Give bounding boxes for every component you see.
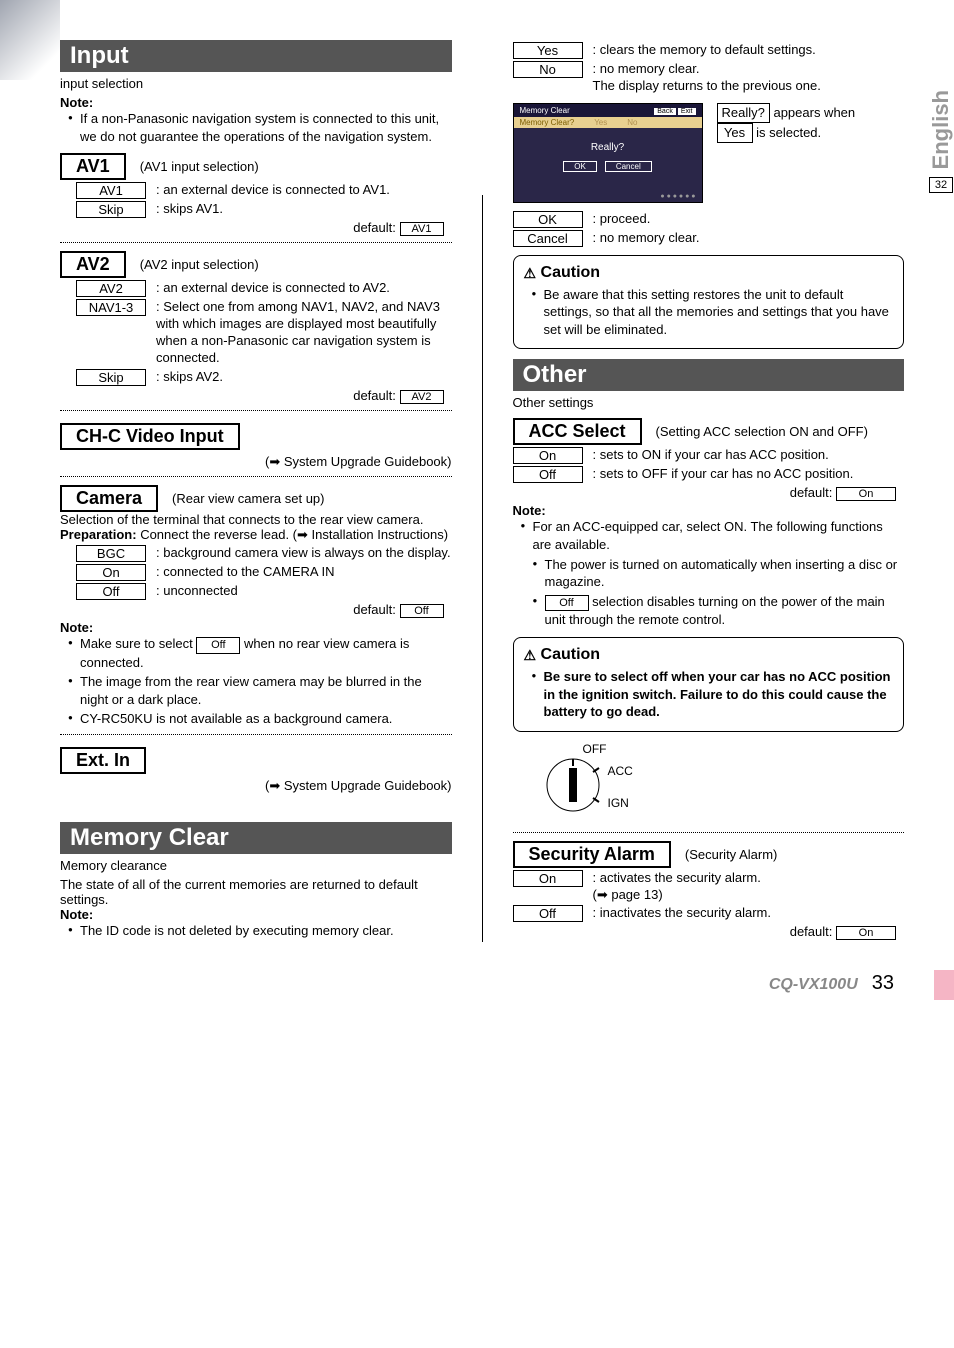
acc-opt-off: Off [513,466,583,483]
acc-note-1: For an ACC-equipped car, select ON. The … [521,518,905,553]
camera-desc: (Rear view camera set up) [172,491,451,506]
ignition-icon [543,750,603,820]
divider [60,410,452,411]
av1-opt-av1: AV1 [76,182,146,199]
camera-note-1: Make sure to select Off when no rear vie… [68,635,452,671]
divider [513,832,905,833]
camera-header: Camera [60,485,158,512]
av2-opt-av2-text: : an external device is connected to AV2… [156,280,452,297]
camera-note-label: Note: [60,620,452,635]
av1-opt-skip-text: : skips AV1. [156,201,452,218]
chc-ref: (➡ System Upgrade Guidebook) [60,454,452,470]
extin-header: Ext. In [60,747,146,774]
memclear-screenshot: Memory Clear BackExit Memory Clear? Yes … [513,103,703,203]
page-footer: CQ-VX100U 33 [60,972,904,995]
memclear-opt-ok-text: : proceed. [593,211,905,228]
column-separator [482,195,483,942]
ignition-diagram: OFF ACC IGN [543,742,663,822]
acc-header: ACC Select [513,418,642,445]
memclear-screen-caption: Really? appears when Yes is selected. [717,103,905,143]
av2-opt-nav-text: : Select one from among NAV1, NAV2, and … [156,299,452,367]
security-opt-off: Off [513,905,583,922]
camera-opt-on: On [76,564,146,581]
av2-opt-skip-text: : skips AV2. [156,369,452,386]
av2-header: AV2 [60,251,126,278]
av1-header: AV1 [60,153,126,180]
camera-default: default: Off [60,602,444,618]
left-column: Input input selection Note: If a non-Pan… [60,40,452,942]
memclear-opt-cancel: Cancel [513,230,583,247]
memclear-caution-text: Be aware that this setting restores the … [532,286,894,339]
camera-opt-off-text: : unconnected [156,583,452,600]
memclear-note-1: The ID code is not deleted by executing … [68,922,452,940]
input-subtitle: input selection [60,76,452,91]
memclear-opt-no: No [513,61,583,78]
input-note-label: Note: [60,95,452,110]
right-column: Yes : clears the memory to default setti… [513,40,905,942]
divider [60,242,452,243]
other-subtitle: Other settings [513,395,905,410]
camera-intro: Selection of the terminal that connects … [60,512,452,527]
av2-opt-skip: Skip [76,369,146,386]
camera-opt-on-text: : connected to the CAMERA IN [156,564,452,581]
memclear-caution: ⚠ Caution Be aware that this setting res… [513,255,905,350]
extin-ref: (➡ System Upgrade Guidebook) [60,778,452,794]
chc-header: CH-C Video Input [60,423,240,450]
footer-page: 33 [872,972,894,995]
warning-icon: ⚠ [524,265,537,282]
camera-note-3: CY-RC50KU is not available as a backgrou… [68,710,452,728]
av1-opt-av1-text: : an external device is connected to AV1… [156,182,452,199]
memclear-note-label: Note: [60,907,452,922]
acc-opt-off-text: : sets to OFF if your car has no ACC pos… [593,466,905,483]
memclear-opt-yes: Yes [513,42,583,59]
acc-note-3: Off selection disables turning on the po… [533,593,905,629]
av1-default: default: AV1 [60,220,444,236]
memclear-intro: The state of all of the current memories… [60,877,452,907]
input-note-1: If a non-Panasonic navigation system is … [68,110,452,145]
av2-opt-nav: NAV1-3 [76,299,146,316]
acc-caution-text: Be sure to select off when your car has … [532,668,894,721]
acc-opt-on-text: : sets to ON if your car has ACC positio… [593,447,905,464]
security-default: default: On [513,924,897,940]
section-input-header: Input [60,40,452,72]
memclear-opt-no-text: : no memory clear. The display returns t… [593,61,905,95]
camera-opt-bgc-text: : background camera view is always on th… [156,545,452,562]
av2-default: default: AV2 [60,388,444,404]
acc-note-2: The power is turned on automatically whe… [533,556,905,591]
memclear-subtitle: Memory clearance [60,858,452,873]
acc-desc: (Setting ACC selection ON and OFF) [656,424,904,439]
camera-opt-bgc: BGC [76,545,146,562]
security-opt-on: On [513,870,583,887]
footer-model: CQ-VX100U [769,976,858,994]
camera-note-2: The image from the rear view camera may … [68,673,452,708]
divider [60,734,452,735]
section-memclear-header: Memory Clear [60,822,452,854]
acc-note-label: Note: [513,503,905,518]
av1-desc: (AV1 input selection) [140,159,452,174]
acc-default: default: On [513,485,897,501]
camera-prep: Preparation: Connect the reverse lead. (… [60,527,452,543]
memclear-opt-ok: OK [513,211,583,228]
security-desc: (Security Alarm) [685,847,904,862]
av2-desc: (AV2 input selection) [140,257,452,272]
divider [60,476,452,477]
security-opt-off-text: : inactivates the security alarm. [593,905,905,922]
camera-opt-off: Off [76,583,146,600]
section-other-header: Other [513,359,905,391]
warning-icon: ⚠ [524,647,537,664]
memclear-opt-cancel-text: : no memory clear. [593,230,905,247]
security-opt-on-text: : activates the security alarm. (➡ page … [593,870,905,904]
acc-caution: ⚠ Caution Be sure to select off when you… [513,637,905,732]
acc-opt-on: On [513,447,583,464]
av1-opt-skip: Skip [76,201,146,218]
security-header: Security Alarm [513,841,671,868]
av2-opt-av2: AV2 [76,280,146,297]
memclear-opt-yes-text: : clears the memory to default settings. [593,42,905,59]
